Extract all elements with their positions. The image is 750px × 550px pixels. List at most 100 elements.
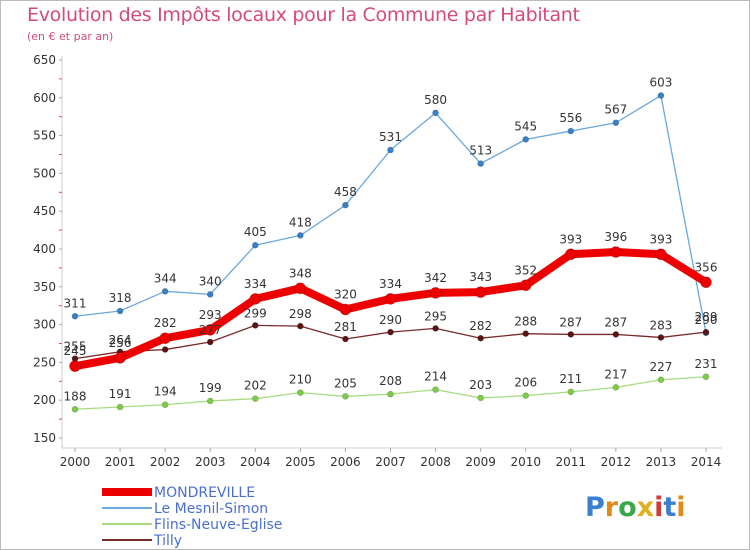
logo-letter: t [663,492,676,523]
y-tick-label: 300 [33,318,56,332]
data-point-le-mesnil-simon [522,136,530,143]
data-label-flins-neuve-eglise: 202 [244,379,267,393]
data-point-le-mesnil-simon [342,201,349,209]
data-point-tilly [477,334,484,342]
data-label-mondreville: 396 [604,230,627,244]
data-label-tilly: 281 [334,320,357,334]
y-tick-label: 200 [33,393,56,407]
data-label-mondreville: 256 [109,336,132,350]
x-tick-label: 2001 [105,455,136,469]
chart-series [69,92,712,413]
data-label-tilly: 288 [514,315,537,329]
data-point-mondreville [204,324,217,336]
data-point-flins-neuve-eglise [567,388,575,396]
x-tick-label: 2000 [60,455,91,469]
data-label-flins-neuve-eglise: 191 [109,387,132,401]
legend-label-le-mesnil-simon: Le Mesnil-Simon [154,501,268,517]
data-point-flins-neuve-eglise [297,389,304,396]
data-point-le-mesnil-simon [567,127,575,135]
x-tick-label: 2005 [285,455,316,469]
data-point-le-mesnil-simon [71,312,79,320]
data-label-tilly: 283 [649,318,672,332]
data-label-flins-neuve-eglise: 206 [514,376,537,390]
data-point-flins-neuve-eglise [657,376,665,384]
data-label-le-mesnil-simon: 567 [604,103,627,117]
x-tick-label: 2010 [510,455,541,469]
data-point-le-mesnil-simon [206,291,214,298]
data-label-tilly: 287 [604,315,627,329]
data-point-le-mesnil-simon [387,146,394,154]
data-label-flins-neuve-eglise: 211 [559,372,582,386]
data-label-mondreville: 334 [379,277,402,291]
data-label-le-mesnil-simon: 545 [514,119,537,133]
data-point-le-mesnil-simon [161,288,169,295]
data-point-flins-neuve-eglise [702,373,710,381]
data-point-tilly [387,328,394,336]
chart-subtitle: (en € et par an) [27,30,114,43]
x-tick-label: 2007 [375,455,406,469]
y-tick-label: 500 [33,166,56,180]
data-label-mondreville: 356 [695,260,718,274]
logo-letter: o [618,492,637,523]
data-point-tilly [702,328,710,336]
data-label-mondreville: 348 [289,266,312,280]
x-tick-label: 2008 [420,455,451,469]
data-label-tilly: 290 [379,313,402,327]
proxiti-logo: Proxiti [585,492,686,523]
data-label-le-mesnil-simon: 458 [334,185,357,199]
data-label-le-mesnil-simon: 318 [109,291,132,305]
data-point-flins-neuve-eglise [206,397,214,405]
data-label-le-mesnil-simon: 344 [154,271,177,285]
data-label-flins-neuve-eglise: 205 [334,376,357,390]
x-tick-label: 2003 [195,455,226,469]
data-label-le-mesnil-simon: 603 [649,76,672,90]
x-tick-label: 2004 [240,455,271,469]
data-label-mondreville: 320 [334,287,357,301]
data-point-flins-neuve-eglise [116,403,124,411]
data-label-flins-neuve-eglise: 227 [649,360,672,374]
data-label-mondreville: 293 [199,308,222,322]
data-label-flins-neuve-eglise: 231 [695,357,718,371]
data-label-tilly: 277 [199,323,222,337]
data-point-flins-neuve-eglise [251,395,259,402]
data-label-le-mesnil-simon: 311 [64,296,87,310]
data-point-flins-neuve-eglise [387,390,394,398]
data-label-tilly: 290 [695,313,718,327]
chart-axes: 150 200 250 300 350 400 450 500 550 600 650 2000 200… [33,53,722,469]
legend-label-flins-neuve-eglise: Flins-Neuve-Eglise [154,517,282,533]
chart-title: Evolution des Impôts locaux pour la Comm… [27,4,580,26]
y-tick-label: 150 [33,431,56,445]
y-tick-label: 450 [33,204,56,218]
data-label-le-mesnil-simon: 340 [199,274,222,288]
data-label-flins-neuve-eglise: 188 [64,389,87,403]
data-label-tilly: 298 [289,307,312,321]
data-point-le-mesnil-simon [432,109,439,117]
y-tick-label: 550 [33,129,56,143]
data-label-flins-neuve-eglise: 194 [154,385,177,399]
data-point-le-mesnil-simon [657,92,665,99]
logo-letter: P [585,492,605,523]
data-point-tilly [657,334,665,341]
data-label-flins-neuve-eglise: 208 [379,374,402,388]
data-point-mondreville [339,303,352,316]
data-point-flins-neuve-eglise [612,384,620,391]
data-point-flins-neuve-eglise [71,405,79,413]
data-label-tilly: 264 [109,333,132,347]
x-tick-label: 2012 [601,455,632,469]
x-tick-label: 2014 [691,455,722,469]
data-point-tilly [161,346,169,353]
data-label-tilly: 255 [64,340,87,354]
x-tick-label: 2006 [330,455,361,469]
data-point-le-mesnil-simon [477,160,484,167]
data-point-mondreville [700,276,712,289]
x-tick-label: 2013 [646,455,677,469]
data-point-tilly [432,325,439,332]
data-point-flins-neuve-eglise [342,393,349,400]
data-label-mondreville: 282 [154,316,177,330]
data-point-tilly [567,331,575,338]
data-label-tilly: 299 [244,306,267,320]
logo-letter: i [654,492,663,523]
data-point-flins-neuve-eglise [477,394,484,402]
legend-label-mondreville: MONDREVILLE [154,485,255,501]
